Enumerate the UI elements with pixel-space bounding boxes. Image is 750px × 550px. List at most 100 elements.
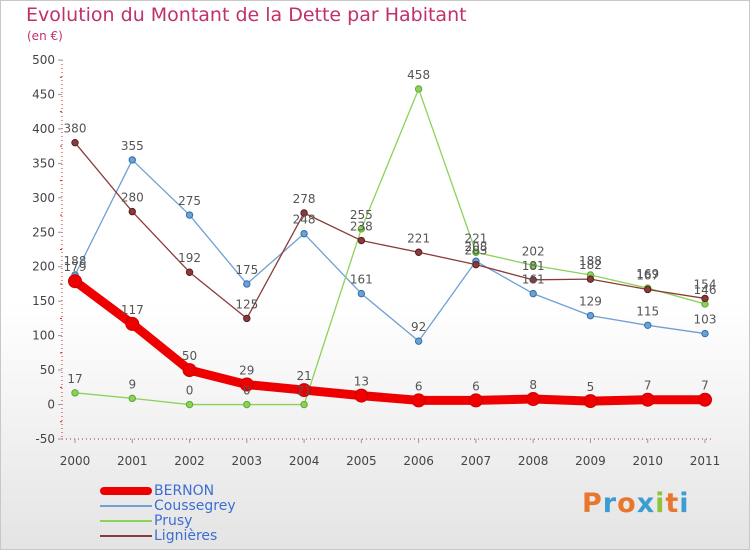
data-label: 6 bbox=[472, 379, 480, 393]
data-point bbox=[414, 85, 423, 93]
data-point bbox=[243, 280, 251, 288]
data-point bbox=[472, 248, 480, 256]
chart-title: Evolution du Montant de la Dette par Hab… bbox=[26, 4, 467, 26]
data-label: 7 bbox=[701, 379, 709, 393]
y-tick-label: 100 bbox=[32, 329, 55, 343]
data-point bbox=[411, 393, 426, 408]
data-label: 7 bbox=[644, 379, 652, 393]
x-tick-label: 2004 bbox=[289, 454, 320, 468]
data-point bbox=[239, 377, 254, 392]
data-label: 188 bbox=[64, 254, 87, 268]
series-line-coussegrey bbox=[74, 159, 706, 342]
data-label: 6 bbox=[415, 379, 423, 393]
data-point bbox=[300, 400, 308, 409]
data-label: 179 bbox=[64, 260, 87, 274]
data-point bbox=[414, 337, 423, 345]
y-tick-label: -50 bbox=[35, 432, 55, 446]
series-line-bernon bbox=[70, 276, 710, 406]
series-lines bbox=[68, 85, 712, 409]
data-point bbox=[243, 314, 251, 323]
data-point bbox=[644, 321, 652, 329]
x-tick-label: 2003 bbox=[232, 454, 263, 468]
data-label: 0 bbox=[186, 384, 194, 398]
data-point bbox=[185, 268, 194, 276]
data-label: 208 bbox=[464, 240, 487, 254]
x-tick-label: 2009 bbox=[575, 454, 606, 468]
y-tick-label: 350 bbox=[32, 156, 55, 170]
data-point bbox=[529, 276, 537, 284]
data-point bbox=[71, 138, 79, 147]
logo-letter: i bbox=[679, 488, 690, 519]
data-label: 221 bbox=[407, 231, 430, 245]
data-label: 115 bbox=[636, 304, 659, 318]
data-label: 8 bbox=[529, 378, 537, 392]
data-label: 13 bbox=[354, 375, 369, 389]
data-point bbox=[414, 248, 423, 256]
data-point bbox=[357, 289, 366, 298]
data-point bbox=[243, 400, 251, 409]
data-point bbox=[182, 363, 197, 378]
data-label: 181 bbox=[522, 259, 545, 273]
data-label: 280 bbox=[121, 191, 144, 205]
data-label: 129 bbox=[579, 295, 602, 309]
data-point bbox=[468, 393, 483, 408]
x-tick-label: 2006 bbox=[403, 454, 434, 468]
data-point bbox=[128, 207, 136, 216]
data-label: 182 bbox=[579, 258, 602, 272]
data-label: 50 bbox=[182, 349, 197, 363]
y-tick-label: 150 bbox=[32, 294, 55, 308]
data-label: 21 bbox=[296, 384, 311, 398]
data-label: 103 bbox=[694, 313, 717, 327]
x-tick-label: 2002 bbox=[174, 454, 205, 468]
x-tick-label: 2005 bbox=[346, 454, 377, 468]
data-label: 275 bbox=[178, 194, 201, 208]
data-point bbox=[297, 383, 312, 398]
legend-swatch bbox=[100, 535, 152, 537]
data-label: 21 bbox=[296, 369, 311, 383]
y-tick-label: 250 bbox=[32, 225, 55, 239]
data-point bbox=[701, 329, 709, 338]
data-label: 238 bbox=[350, 220, 373, 234]
data-point bbox=[586, 275, 595, 283]
data-point bbox=[529, 289, 537, 298]
data-label: 161 bbox=[522, 273, 545, 287]
x-tick-label: 2008 bbox=[518, 454, 549, 468]
data-point bbox=[583, 394, 598, 409]
logo-letter: o bbox=[617, 488, 637, 519]
logo-letter: t bbox=[665, 488, 680, 519]
data-point bbox=[472, 260, 480, 269]
y-tick-label: 450 bbox=[32, 87, 55, 101]
data-label: 380 bbox=[64, 122, 87, 136]
data-point bbox=[125, 316, 140, 331]
data-label: 188 bbox=[579, 254, 602, 268]
x-tick-label: 2000 bbox=[60, 454, 91, 468]
proxiti-logo: Proxiti bbox=[582, 488, 690, 519]
data-point bbox=[644, 285, 652, 294]
data-label: 192 bbox=[178, 251, 201, 265]
data-point bbox=[701, 294, 709, 303]
data-label: 117 bbox=[121, 303, 144, 317]
logo-letter: r bbox=[602, 488, 618, 519]
data-point bbox=[128, 156, 136, 164]
logo-letter: P bbox=[582, 488, 603, 519]
data-label: 169 bbox=[636, 267, 659, 281]
series-line-lignières bbox=[74, 142, 706, 320]
data-point bbox=[357, 225, 366, 233]
data-label: 92 bbox=[411, 320, 426, 334]
data-label: 0 bbox=[243, 384, 251, 398]
data-label: 161 bbox=[350, 273, 373, 287]
data-label: 9 bbox=[128, 377, 136, 391]
data-label: 5 bbox=[587, 380, 595, 394]
data-label: 202 bbox=[522, 244, 545, 258]
chart-subtitle: (en €) bbox=[27, 29, 63, 43]
data-label: 248 bbox=[293, 213, 316, 227]
data-point bbox=[354, 388, 369, 403]
data-label: 255 bbox=[350, 208, 373, 222]
data-point bbox=[71, 389, 79, 397]
legend-label: BERNON bbox=[154, 483, 215, 499]
logo-letter: i bbox=[655, 488, 666, 519]
legend-label: Lignières bbox=[154, 528, 218, 544]
